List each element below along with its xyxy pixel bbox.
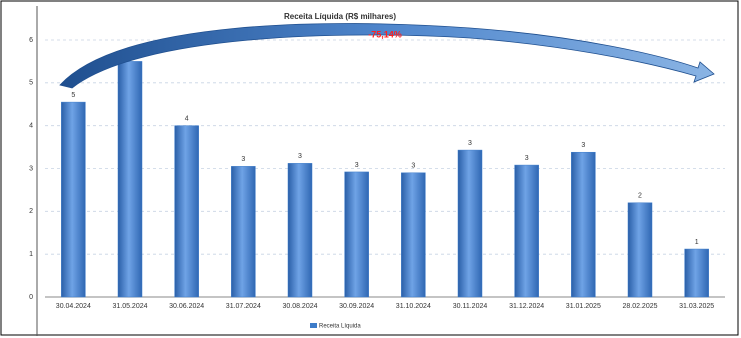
chart-title: Receita Líquida (R$ milhares) bbox=[284, 12, 396, 21]
value-label: 3 bbox=[525, 155, 529, 162]
bar bbox=[571, 151, 596, 298]
legend-label: Receita Líquida bbox=[319, 324, 361, 330]
y-tick-label: 2 bbox=[29, 208, 33, 215]
trend-arrow bbox=[59, 23, 715, 89]
x-tick-label: 31.10.2024 bbox=[396, 303, 431, 310]
x-tick-label: 30.11.2024 bbox=[453, 303, 488, 310]
x-tick-label: 31.05.2024 bbox=[112, 303, 147, 310]
y-tick-label: 0 bbox=[29, 294, 33, 301]
value-label: 5 bbox=[71, 92, 75, 99]
y-tick-label: 6 bbox=[29, 37, 33, 44]
annotation: -75,14% bbox=[368, 29, 402, 39]
y-tick-label: 1 bbox=[29, 251, 33, 258]
x-tick-label: 31.07.2024 bbox=[226, 303, 261, 310]
bar bbox=[627, 202, 653, 298]
value-label: 4 bbox=[185, 116, 189, 123]
plot: 0 1 2 3 4 5 6 30.04.2024 5 31.05.2024 30.06.2024 4 3… bbox=[29, 37, 725, 310]
value-label: 3 bbox=[241, 156, 245, 163]
value-label: 2 bbox=[638, 193, 642, 200]
bar bbox=[231, 166, 256, 298]
x-tick-label: 30.06.2024 bbox=[169, 303, 204, 310]
value-label: 1 bbox=[695, 239, 699, 246]
bar bbox=[514, 164, 539, 298]
bar bbox=[287, 163, 313, 298]
x-tick-label: 31.01.2025 bbox=[566, 303, 601, 310]
y-tick-label: 5 bbox=[29, 80, 33, 87]
x-tick-label: 31.03.2025 bbox=[679, 303, 714, 310]
bar bbox=[401, 172, 426, 298]
bar bbox=[684, 248, 709, 298]
legend-swatch bbox=[310, 323, 317, 328]
x-tick-label: 31.12.2024 bbox=[509, 303, 544, 310]
bar bbox=[61, 101, 86, 298]
value-label: 3 bbox=[355, 162, 359, 169]
x-tick-label: 30.09.2024 bbox=[339, 303, 374, 310]
x-tick-label: 30.04.2024 bbox=[56, 303, 91, 310]
y-tick-label: 3 bbox=[29, 165, 33, 172]
value-label: 3 bbox=[411, 163, 415, 170]
y-tick-label: 4 bbox=[29, 123, 33, 130]
value-label: 3 bbox=[298, 153, 302, 160]
x-tick-label: 28.02.2025 bbox=[622, 303, 657, 310]
bar bbox=[117, 61, 143, 298]
bar bbox=[344, 171, 369, 298]
bar bbox=[174, 125, 199, 298]
x-tick-label: 30.08.2024 bbox=[282, 303, 317, 310]
value-label: 3 bbox=[581, 142, 585, 149]
value-label: 3 bbox=[468, 140, 472, 147]
bar bbox=[457, 149, 483, 298]
